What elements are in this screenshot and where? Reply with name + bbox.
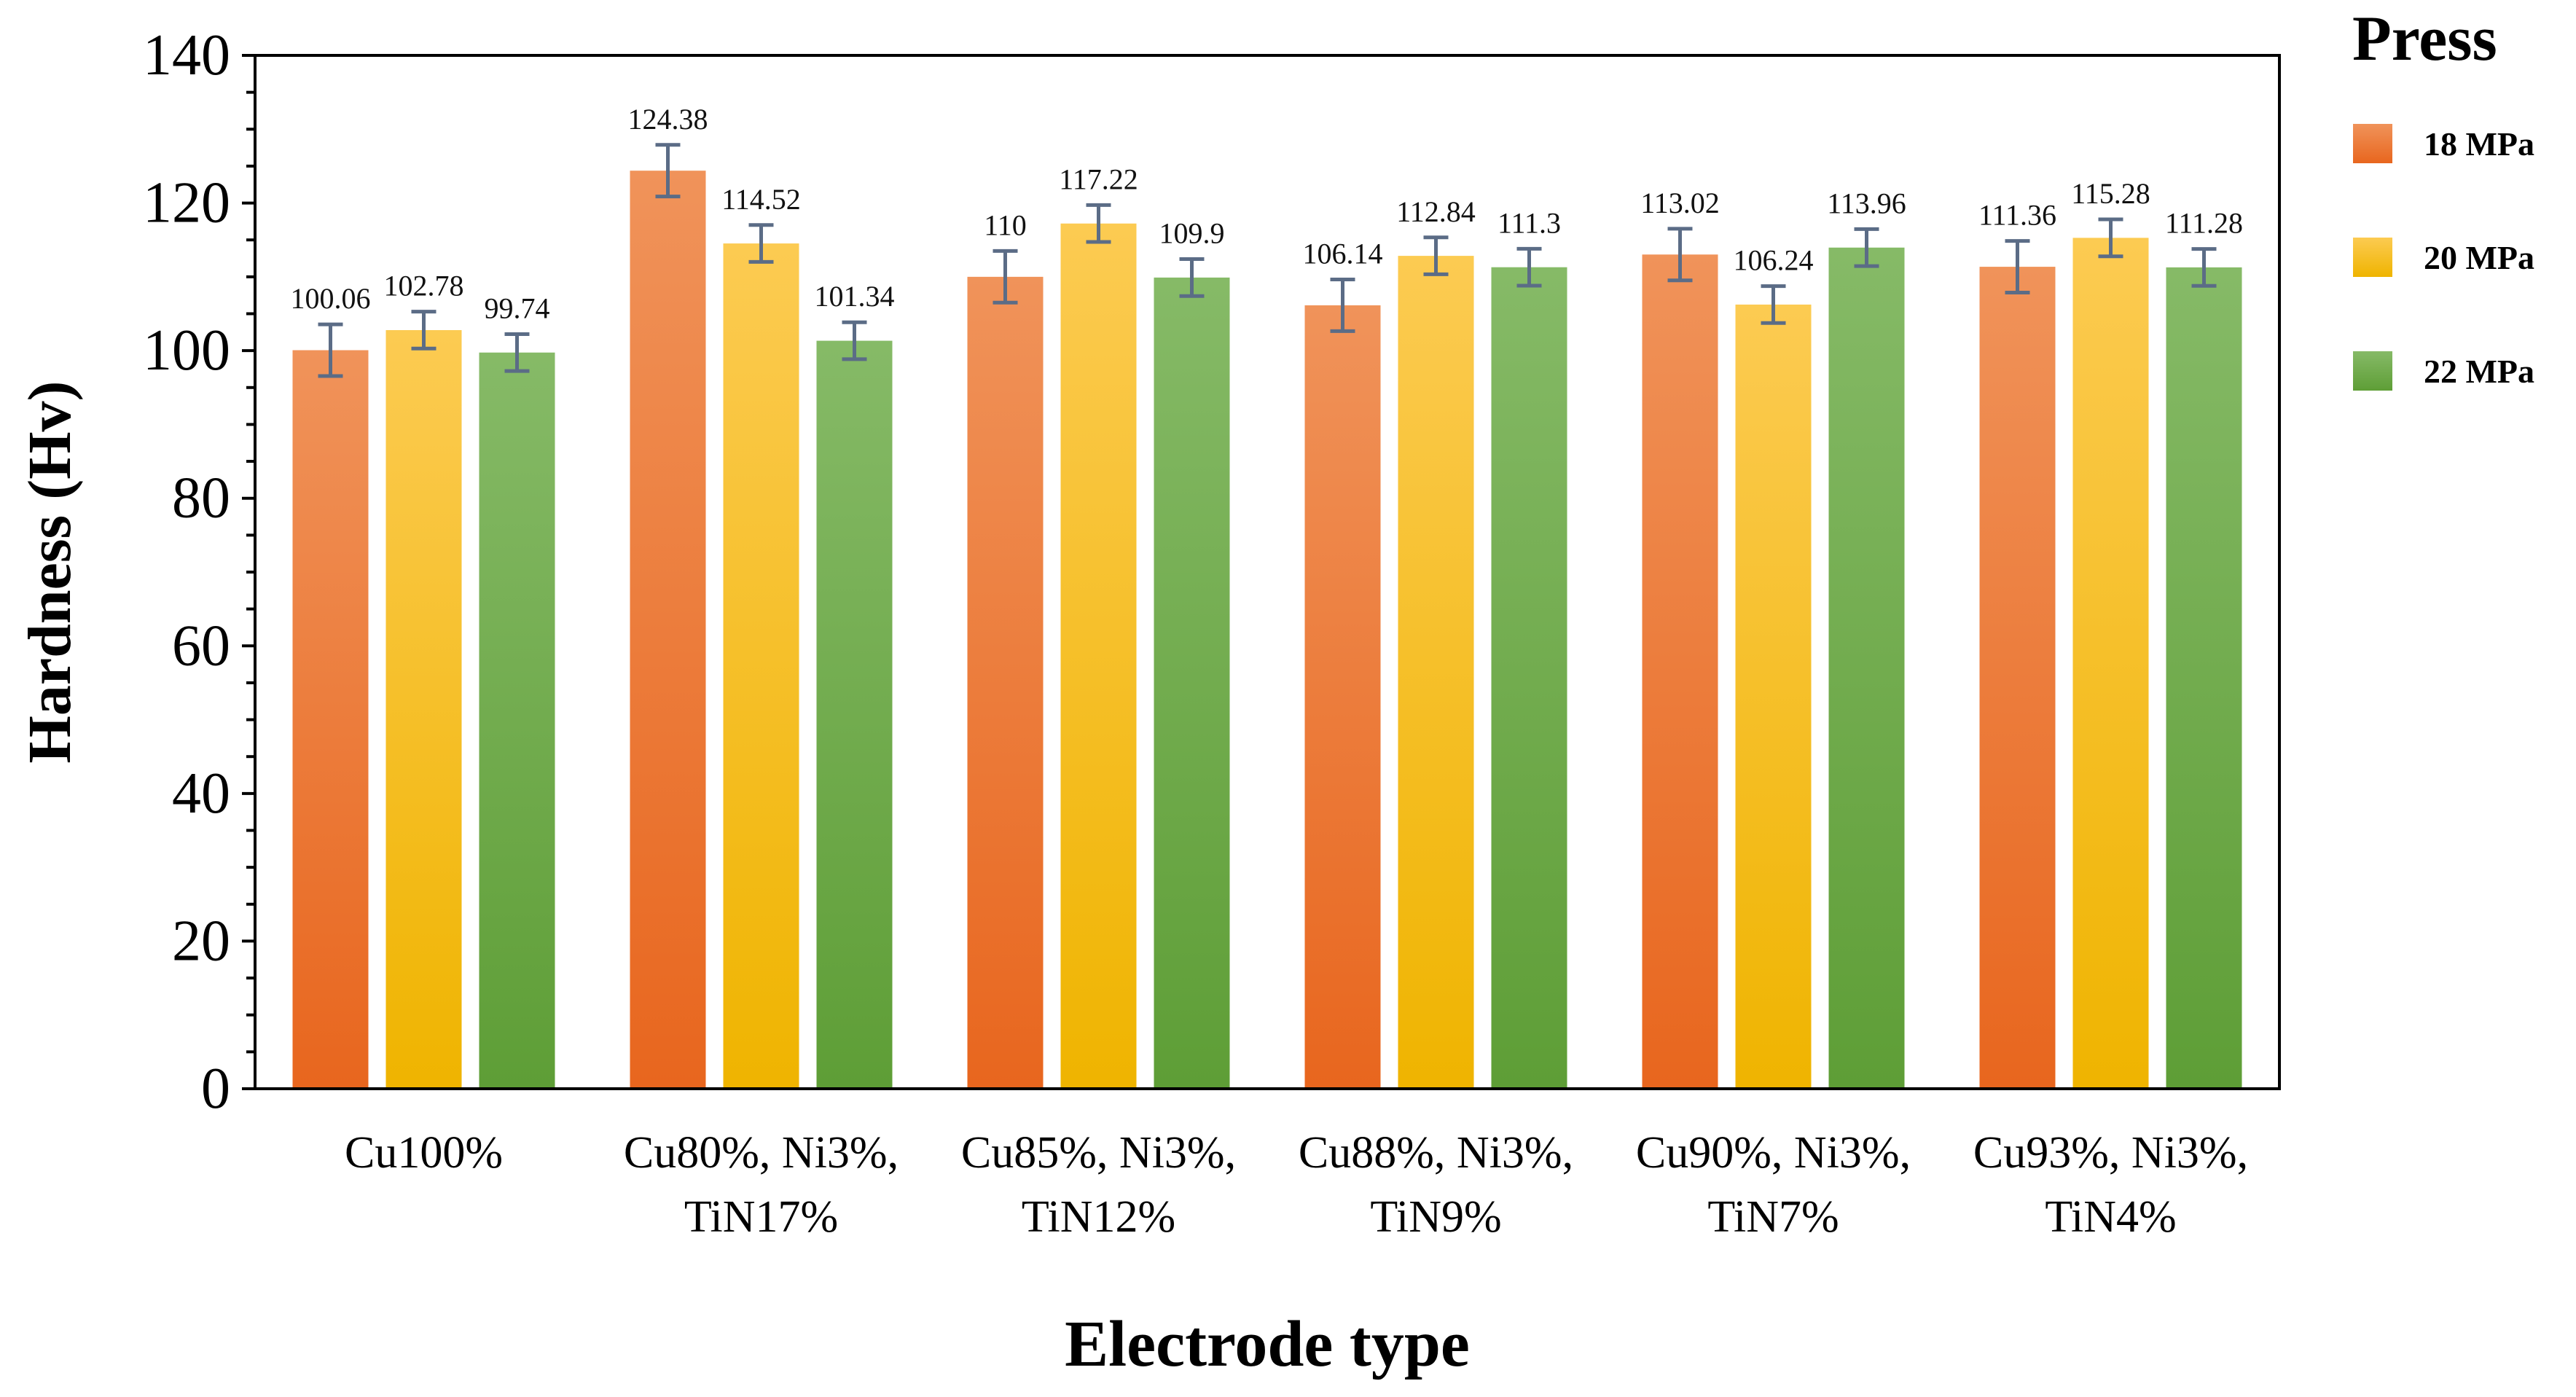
x-tick-label-6-line1: Cu93%, Ni3%, (1973, 1128, 2248, 1178)
data-label-20-mpa-cat3: 117.22 (1059, 163, 1138, 195)
bar-22-mpa-cat1 (479, 352, 555, 1089)
error-bar-18-mpa-cat4 (1330, 278, 1355, 333)
bar-18-mpa-cat2 (630, 171, 706, 1089)
bar-18-mpa-cat5 (1642, 254, 1718, 1089)
bar-20-mpa-cat5 (1735, 304, 1812, 1089)
data-label-20-mpa-cat6: 115.28 (2071, 177, 2150, 210)
data-label-18-mpa-cat6: 111.36 (1978, 199, 2056, 232)
legend-swatch-18-mpa (2353, 124, 2392, 163)
data-label-22-mpa-cat1: 99.74 (485, 291, 550, 324)
legend-label-20-mpa: 20 MPa (2424, 239, 2534, 276)
data-labels-layer: 100.06 102.78 99.74 124.38 114.52 101.34 110 11… (291, 103, 2244, 325)
x-tick-label-5-line1: Cu90%, Ni3%, (1636, 1128, 1911, 1178)
y-tick-label-100: 100 (143, 318, 230, 383)
data-label-20-mpa-cat2: 114.52 (721, 183, 801, 216)
error-bar-20-mpa-cat3 (1086, 203, 1111, 244)
x-tick-label-5-line2: TiN7% (1707, 1192, 1839, 1242)
data-label-22-mpa-cat3: 109.9 (1159, 217, 1225, 250)
x-axis-title: Electrode type (1065, 1308, 1470, 1380)
bar-20-mpa-cat1 (385, 329, 462, 1089)
legend-label-22-mpa: 22 MPa (2424, 353, 2534, 390)
x-tick-label-3-line1: Cu85%, Ni3%, (961, 1128, 1236, 1178)
bar-18-mpa-cat6 (1979, 267, 2056, 1089)
x-tick-label-6-line2: TiN4% (2045, 1192, 2176, 1242)
legend-swatch-20-mpa (2353, 238, 2392, 277)
error-bar-20-mpa-cat5 (1761, 284, 1786, 325)
data-label-22-mpa-cat6: 111.28 (2165, 207, 2243, 240)
x-tick-label-1-line1: Cu100% (345, 1128, 503, 1178)
axes-layer: Cu100% Cu80%, Ni3%, TiN17% Cu85%, Ni3%, TiN1… (16, 23, 2281, 1380)
bar-18-mpa-cat4 (1304, 305, 1381, 1089)
data-label-18-mpa-cat2: 124.38 (628, 103, 708, 136)
bar-22-mpa-cat2 (816, 340, 893, 1089)
data-label-18-mpa-cat3: 110 (984, 208, 1027, 241)
y-tick-label-20: 20 (172, 909, 230, 973)
error-bar-20-mpa-cat6 (2098, 217, 2123, 259)
bar-22-mpa-cat5 (1828, 247, 1905, 1089)
error-bar-22-mpa-cat5 (1854, 227, 1879, 268)
data-label-18-mpa-cat1: 100.06 (291, 282, 371, 315)
error-bar-18-mpa-cat2 (655, 143, 681, 199)
data-label-22-mpa-cat4: 111.3 (1498, 206, 1561, 239)
bar-22-mpa-cat4 (1491, 267, 1567, 1089)
error-bars-layer (318, 143, 2217, 378)
error-bar-22-mpa-cat4 (1516, 246, 1542, 288)
bar-20-mpa-cat3 (1060, 223, 1137, 1089)
data-label-22-mpa-cat5: 113.96 (1827, 187, 1906, 219)
y-tick-label-0: 0 (201, 1057, 230, 1121)
plot-frame (254, 54, 2281, 1090)
x-tick-label-3-line2: TiN12% (1022, 1192, 1175, 1242)
data-label-20-mpa-cat5: 106.24 (1734, 244, 1814, 277)
error-bar-20-mpa-cat1 (411, 310, 436, 351)
y-tick-label-60: 60 (172, 614, 230, 678)
error-bar-22-mpa-cat1 (504, 332, 530, 373)
bar-18-mpa-cat1 (292, 350, 369, 1089)
bar-22-mpa-cat3 (1154, 277, 1230, 1089)
error-bar-22-mpa-cat2 (842, 320, 867, 361)
error-bar-22-mpa-cat6 (2191, 247, 2217, 288)
legend: Press 18 MPa 20 MPa 22 MPa (2352, 4, 2534, 391)
error-bar-18-mpa-cat5 (1667, 227, 1693, 283)
error-bar-20-mpa-cat4 (1423, 235, 1449, 276)
bar-22-mpa-cat6 (2166, 267, 2242, 1089)
x-tick-label-2-line2: TiN17% (684, 1192, 838, 1242)
y-tick-label-80: 80 (172, 466, 230, 531)
x-tick-label-4-line2: TiN9% (1370, 1192, 1501, 1242)
data-label-20-mpa-cat4: 112.84 (1396, 195, 1476, 228)
data-label-20-mpa-cat1: 102.78 (384, 270, 464, 302)
bar-20-mpa-cat4 (1398, 256, 1474, 1089)
legend-swatch-22-mpa (2353, 351, 2392, 391)
legend-label-18-mpa: 18 MPa (2424, 125, 2534, 163)
data-label-22-mpa-cat2: 101.34 (815, 280, 895, 313)
error-bar-18-mpa-cat3 (993, 249, 1018, 305)
x-tick-label-4-line1: Cu88%, Ni3%, (1299, 1128, 1573, 1178)
y-tick-label-40: 40 (172, 762, 230, 826)
bar-20-mpa-cat2 (723, 243, 799, 1089)
error-bar-18-mpa-cat1 (318, 322, 343, 378)
y-tick-label-140: 140 (143, 23, 230, 87)
error-bar-20-mpa-cat2 (748, 223, 774, 264)
error-bar-22-mpa-cat3 (1179, 257, 1205, 298)
bars-layer (292, 171, 2242, 1089)
error-bar-18-mpa-cat6 (2005, 239, 2030, 295)
x-tick-label-2-line1: Cu80%, Ni3%, (624, 1128, 899, 1178)
y-tick-label-120: 120 (143, 171, 230, 235)
y-axis-title: Hardness (Hv) (16, 381, 84, 764)
legend-title: Press (2352, 4, 2497, 74)
bar-20-mpa-cat6 (2072, 238, 2149, 1089)
data-label-18-mpa-cat5: 113.02 (1640, 187, 1720, 219)
bar-18-mpa-cat3 (967, 276, 1044, 1089)
data-label-18-mpa-cat4: 106.14 (1303, 238, 1383, 270)
